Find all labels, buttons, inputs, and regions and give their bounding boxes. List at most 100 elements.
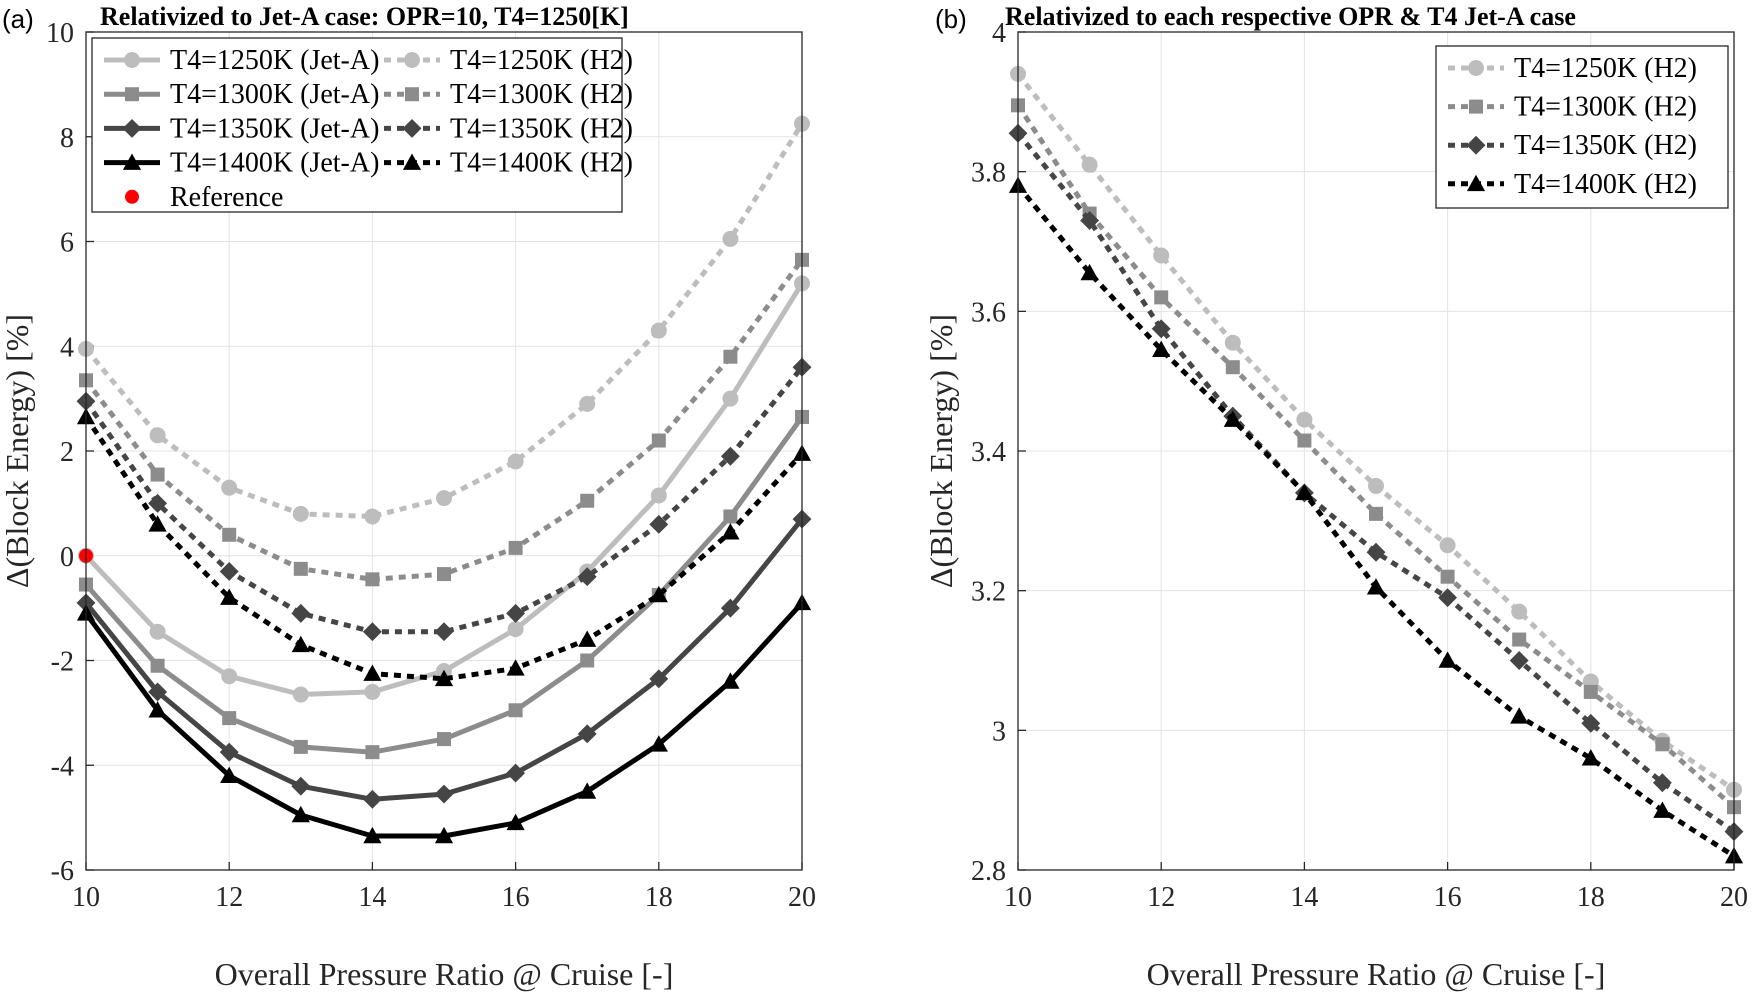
- data-point: [291, 635, 310, 653]
- legend-item: T4=1350K (Jet-A): [104, 113, 379, 144]
- data-point: [291, 603, 311, 623]
- series-3: [79, 252, 809, 587]
- x-tick-label: 12: [215, 882, 243, 913]
- data-point: [1152, 340, 1171, 358]
- data-point: [437, 567, 451, 582]
- legend-label: T4=1350K (H2): [450, 113, 633, 144]
- legend-item: T4=1400K (H2): [384, 148, 633, 179]
- legend-label: T4=1250K (H2): [450, 45, 633, 76]
- data-point: [577, 724, 597, 744]
- data-point: [1295, 483, 1314, 501]
- legend-item: T4=1300K (Jet-A): [104, 79, 379, 110]
- data-point: [578, 782, 597, 799]
- x-tick-label: 16: [1434, 882, 1462, 913]
- data-point: [1080, 263, 1099, 281]
- legend-label: T4=1250K (H2): [1514, 53, 1697, 84]
- data-point: [1581, 749, 1600, 766]
- data-point: [721, 523, 740, 540]
- data-point: [1081, 156, 1098, 173]
- data-point: [293, 561, 308, 576]
- y-tick-label: 3.4: [971, 437, 1006, 468]
- x-tick-label: 10: [1004, 882, 1032, 913]
- legend-marker: [124, 52, 140, 68]
- legend-marker: [402, 118, 422, 138]
- data-point: [720, 446, 740, 466]
- legend-item: T4=1250K (H2): [1448, 53, 1697, 84]
- data-point: [1297, 433, 1312, 448]
- series-line: [83, 415, 804, 682]
- data-point: [722, 230, 739, 247]
- legend-item: T4=1350K (H2): [1448, 130, 1697, 161]
- legend-label: Reference: [170, 182, 283, 213]
- y-tick-label: 0: [60, 542, 74, 573]
- x-tick-label: 14: [358, 882, 386, 913]
- data-point: [365, 745, 380, 760]
- data-point: [1438, 588, 1458, 608]
- data-point: [148, 515, 167, 532]
- x-tick-label: 18: [645, 882, 673, 913]
- data-point: [1369, 506, 1383, 521]
- data-point: [434, 669, 454, 687]
- data-point: [506, 763, 526, 783]
- data-point: [219, 562, 239, 581]
- data-point: [579, 395, 596, 412]
- x-tick-label: 14: [1290, 882, 1318, 913]
- legend-label: T4=1300K (H2): [1514, 92, 1697, 123]
- y-tick-label: 4: [992, 18, 1006, 49]
- legend-item: T4=1250K (H2): [384, 45, 633, 76]
- legend-label: T4=1250K (Jet-A): [170, 45, 379, 76]
- data-point: [437, 732, 451, 747]
- legend-item: T4=1300K (H2): [1448, 92, 1697, 123]
- data-point: [651, 433, 666, 448]
- data-point: [1439, 537, 1456, 554]
- data-point: [221, 668, 238, 685]
- data-point: [1154, 290, 1169, 305]
- data-point: [434, 622, 454, 642]
- data-point: [578, 630, 597, 647]
- series-4: [76, 509, 812, 809]
- data-point: [1652, 773, 1672, 793]
- data-point: [219, 742, 239, 762]
- legend-item: T4=1250K (Jet-A): [104, 45, 379, 76]
- data-point: [1583, 684, 1598, 699]
- data-point: [506, 659, 525, 676]
- data-point: [436, 490, 452, 507]
- x-axis-label: Overall Pressure Ratio @ Cruise [-]: [1147, 956, 1606, 992]
- y-tick-label: 10: [46, 18, 74, 49]
- legend-label: T4=1300K (Jet-A): [170, 79, 379, 110]
- data-point: [1366, 578, 1386, 595]
- data-point: [434, 784, 454, 804]
- x-axis-label: Overall Pressure Ratio @ Cruise [-]: [215, 956, 674, 992]
- legend-marker: [122, 153, 142, 170]
- data-point: [220, 588, 239, 605]
- axis-frame: [1017, 31, 1735, 871]
- data-point: [721, 672, 740, 689]
- data-point: [508, 540, 523, 555]
- legend-item: T4=1400K (H2): [1448, 169, 1697, 200]
- y-tick-label: 4: [60, 332, 74, 363]
- legend: T4=1250K (Jet-A)T4=1300K (Jet-A)T4=1350K…: [91, 37, 633, 213]
- data-point: [434, 826, 454, 844]
- data-point: [1581, 713, 1601, 733]
- data-point: [364, 508, 381, 525]
- data-point: [1296, 411, 1313, 428]
- y-tick-label: 6: [60, 228, 74, 259]
- x-tick-label: 20: [1720, 882, 1748, 913]
- data-point: [220, 766, 239, 784]
- legend-marker: [404, 52, 420, 68]
- data-point: [649, 735, 668, 752]
- legend-marker: [125, 189, 139, 204]
- x-tick-label: 20: [788, 882, 816, 913]
- data-point: [650, 487, 667, 504]
- legend-label: T4=1350K (Jet-A): [170, 113, 379, 144]
- data-point: [1225, 360, 1240, 375]
- data-point: [1224, 334, 1241, 351]
- series-1: [78, 115, 810, 525]
- data-point: [720, 598, 740, 618]
- legend-item: T4=1300K (H2): [384, 79, 633, 110]
- y-tick-label: 3.2: [971, 577, 1006, 608]
- series-line: [1016, 131, 1736, 834]
- legend-box: [91, 37, 623, 213]
- data-point: [1440, 569, 1455, 584]
